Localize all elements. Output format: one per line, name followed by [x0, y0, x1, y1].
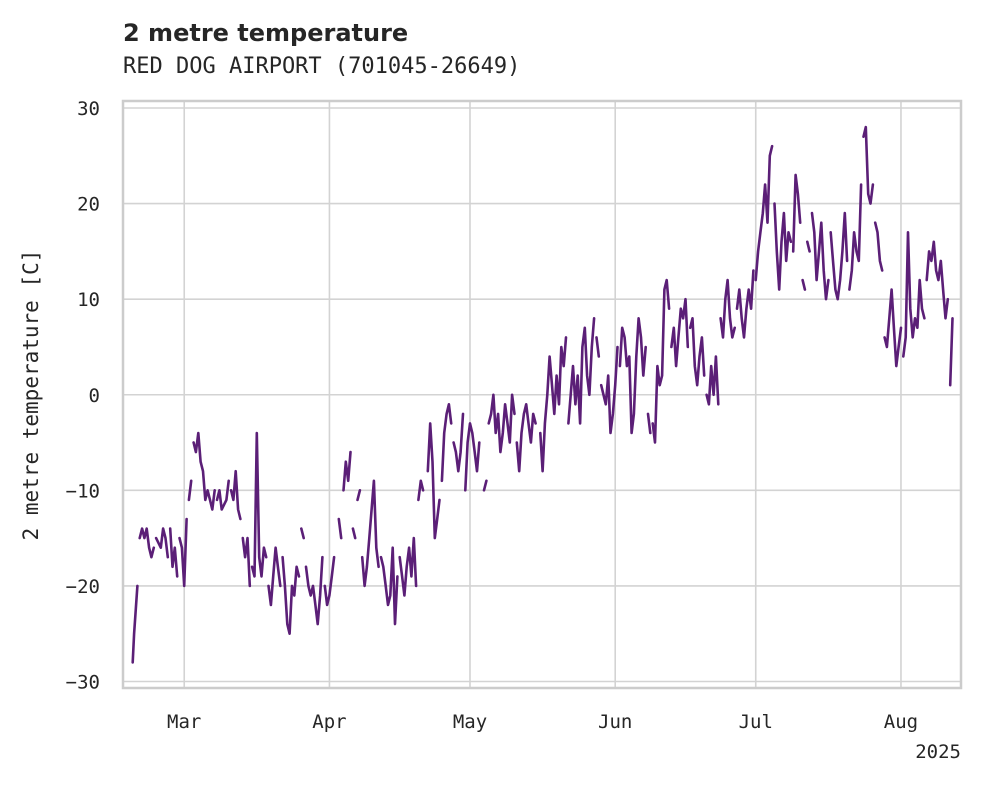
y-tick-label: −30 [66, 672, 100, 694]
chart-title: 2 metre temperature [123, 19, 408, 47]
series-segment [178, 517, 188, 588]
x-tick-label: Apr [312, 711, 346, 733]
series-segment [464, 422, 481, 492]
plot-frame [121, 99, 963, 690]
series-segment [168, 527, 179, 578]
series-segment [452, 412, 465, 473]
y-tick-label: 20 [77, 194, 100, 216]
series-segment [267, 546, 282, 607]
series-segment [773, 202, 793, 291]
series-segment [735, 269, 755, 339]
grid [123, 101, 961, 688]
series-segment [806, 240, 811, 253]
series-segment [356, 489, 362, 502]
y-tick-label: −10 [66, 480, 100, 502]
series-segment [304, 555, 324, 626]
series-segment [138, 527, 156, 559]
series-segment [351, 527, 357, 540]
series-segment [862, 125, 875, 205]
series-segment [360, 479, 380, 588]
series-segment [440, 403, 453, 483]
series-segment [417, 479, 425, 502]
series-segment [651, 278, 671, 444]
series-segment [670, 297, 690, 368]
y-axis-label: 2 metre temperature [C] [19, 250, 43, 541]
series-segment [948, 317, 954, 387]
series-segment [323, 555, 336, 607]
series-segment [398, 536, 418, 597]
series-segment [379, 546, 399, 626]
series-segment [599, 345, 619, 435]
series-segment [791, 173, 802, 253]
x-axis-year-label: 2025 [915, 741, 961, 763]
series-segment [688, 317, 706, 387]
series-segment [342, 450, 352, 492]
series-segment [883, 288, 903, 368]
series-segment [426, 422, 441, 540]
series-segment [154, 527, 170, 559]
series-segment [567, 317, 596, 425]
series-segment [337, 517, 343, 540]
x-tick-label: Jun [598, 711, 632, 733]
series-segment [300, 527, 305, 540]
y-tick-label: 10 [77, 289, 100, 311]
series-segment [215, 479, 230, 511]
y-tick-label: 30 [77, 98, 100, 120]
series-segment [873, 221, 884, 272]
series-segment [241, 536, 252, 588]
x-tick-label: Mar [167, 711, 201, 733]
series-segment [829, 211, 849, 301]
series-segment [925, 240, 950, 320]
series-segment [595, 336, 601, 358]
series-segment [902, 231, 926, 358]
series-segment [801, 278, 807, 291]
series-segment [754, 144, 774, 282]
y-tick-label: −20 [66, 576, 100, 598]
series-segment [539, 336, 568, 473]
x-tick-label: Jul [739, 711, 773, 733]
temperature-series [131, 125, 954, 664]
series-segment [618, 317, 647, 435]
series-segment [487, 393, 516, 454]
series-segment [646, 412, 652, 435]
series-segment [810, 211, 830, 301]
series-segment [515, 403, 537, 473]
series-segment [229, 469, 242, 521]
series-segment [192, 431, 216, 511]
series-segment [719, 278, 736, 339]
series-segment [281, 555, 301, 635]
x-axis-ticks: Mar Apr May Jun Jul Aug [167, 711, 918, 733]
series-segment [705, 355, 720, 406]
x-tick-label: Aug [884, 711, 918, 733]
chart-subtitle: RED DOG AIRPORT (701045-26649) [123, 54, 520, 79]
series-segment [482, 479, 488, 492]
series-segment [250, 431, 268, 578]
series-segment [187, 479, 193, 502]
y-tick-label: 0 [89, 385, 100, 407]
x-tick-label: May [453, 711, 487, 733]
series-segment [848, 183, 863, 291]
y-axis-ticks: 30 20 10 0 −10 −20 −30 [66, 98, 100, 694]
series-segment [131, 584, 139, 664]
